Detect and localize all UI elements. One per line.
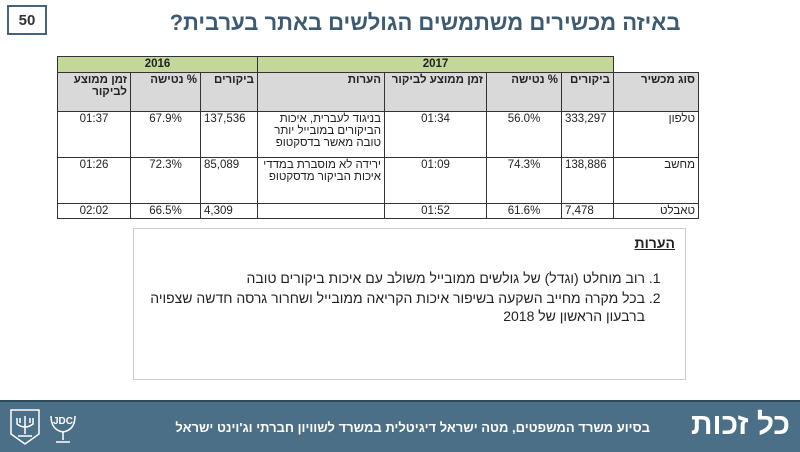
cell: טאבלט xyxy=(613,203,699,219)
cell xyxy=(257,203,385,219)
cell: מחשב xyxy=(613,157,699,204)
cell: 01:26 xyxy=(57,157,131,204)
cell: 01:37 xyxy=(57,111,131,158)
cell: 66.5% xyxy=(130,203,201,219)
col-header: % נטישה xyxy=(486,72,562,112)
note-item: בכל מקרה מחייב השקעה בשיפור איכות הקריאה… xyxy=(144,289,645,325)
notes-box: הערות רוב מוחלט (וגדל) של גולשים ממובייל… xyxy=(133,228,686,380)
cell: 138,886 xyxy=(561,157,614,204)
cell: 333,297 xyxy=(561,111,614,158)
cell: 01:52 xyxy=(384,203,487,219)
cell: 67.9% xyxy=(130,111,201,158)
col-header: ביקורים xyxy=(561,72,614,112)
menorah-emblem-icon xyxy=(8,408,42,449)
cell: טלפון xyxy=(613,111,699,158)
table-row: מחשב 138,886 74.3% 01:09 ירידה לא מוסברת… xyxy=(57,157,699,204)
page-title: באיזה מכשירים משתמשים הגולשים באתר בערבי… xyxy=(169,10,681,35)
year-2017-header: 2017 xyxy=(257,56,614,73)
corner-cell xyxy=(613,56,699,73)
note-item: רוב מוחלט (וגדל) של גולשים ממובייל משולב… xyxy=(144,269,645,287)
jdc-logo-icon: JDC xyxy=(48,408,78,449)
col-header: זמן ממוצע לביקור xyxy=(57,72,131,112)
footer-credit: בסיוע משרד המשפטים, מטה ישראל דיגיטלית ב… xyxy=(175,420,650,435)
cell: 7,478 xyxy=(561,203,614,219)
footer: JDC בסיוע משרד המשפטים, מטה ישראל דיגיטל… xyxy=(0,400,800,452)
cell: ירידה לא מוסברת במדדי איכות הביקור מדסקט… xyxy=(257,157,385,204)
device-table: 2017 2016 סוג מכשיר ביקורים % נטישה זמן … xyxy=(57,56,699,219)
cell: 01:34 xyxy=(384,111,487,158)
cell: 01:09 xyxy=(384,157,487,204)
table-row: טלפון 333,297 56.0% 01:34 בניגוד לעברית,… xyxy=(57,111,699,158)
cell: 137,536 xyxy=(200,111,258,158)
year-2016-header: 2016 xyxy=(57,56,258,73)
col-header: סוג מכשיר xyxy=(613,72,699,112)
notes-title: הערות xyxy=(634,235,675,251)
col-header: ביקורים xyxy=(200,72,258,112)
page-number: 50 xyxy=(7,5,47,35)
cell: 56.0% xyxy=(486,111,562,158)
col-header: % נטישה xyxy=(130,72,201,112)
cell: 61.6% xyxy=(486,203,562,219)
table-row: טאבלט 7,478 61.6% 01:52 4,309 66.5% 02:0… xyxy=(57,203,699,219)
cell: 74.3% xyxy=(486,157,562,204)
cell: 85,089 xyxy=(200,157,258,204)
cell: 02:02 xyxy=(57,203,131,219)
col-header: הערות xyxy=(257,72,385,112)
cell: בניגוד לעברית, איכות הביקורים במובייל יו… xyxy=(257,111,385,158)
col-header: זמן ממוצע לביקור xyxy=(384,72,487,112)
cell: 4,309 xyxy=(200,203,258,219)
brand-logo: כל זכות xyxy=(690,408,790,441)
cell: 72.3% xyxy=(130,157,201,204)
svg-text:JDC: JDC xyxy=(53,416,73,427)
